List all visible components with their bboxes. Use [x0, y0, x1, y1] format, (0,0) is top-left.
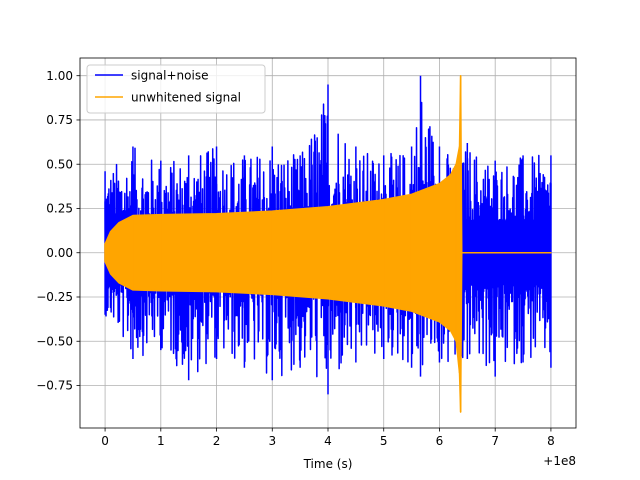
y-tick-label: 0.50 [46, 157, 73, 171]
series-unwhitened-signal [104, 74, 552, 413]
x-tick-label: 2 [213, 434, 221, 448]
y-axis: −0.75 −0.50 −0.25 0.00 0.25 0.50 0.75 1.00 [36, 69, 80, 393]
legend: signal+noise unwhitened signal [86, 64, 266, 114]
y-tick-label: −0.25 [36, 290, 73, 304]
x-axis-offset-label: +1e8 [543, 454, 576, 468]
y-tick-label: 0.25 [46, 202, 73, 216]
x-tick-label: 5 [380, 434, 388, 448]
x-tick-label: 3 [268, 434, 276, 448]
y-tick-label: −0.50 [36, 334, 73, 348]
x-tick-label: 8 [547, 434, 555, 448]
x-tick-label: 0 [101, 434, 109, 448]
x-axis-label: Time (s) [303, 457, 353, 471]
x-tick-label: 1 [157, 434, 165, 448]
y-tick-label: 0.00 [46, 246, 73, 260]
legend-label-unwhitened-signal: unwhitened signal [131, 91, 241, 105]
y-tick-label: 1.00 [46, 69, 73, 83]
legend-box [86, 64, 266, 114]
y-tick-label: −0.75 [36, 379, 73, 393]
x-tick-label: 4 [324, 434, 332, 448]
x-tick-label: 7 [491, 434, 499, 448]
y-tick-label: 0.75 [46, 113, 73, 127]
x-axis: 0 1 2 3 4 5 6 7 8 [101, 428, 555, 448]
x-tick-label: 6 [436, 434, 444, 448]
legend-label-signal-noise: signal+noise [131, 69, 208, 83]
